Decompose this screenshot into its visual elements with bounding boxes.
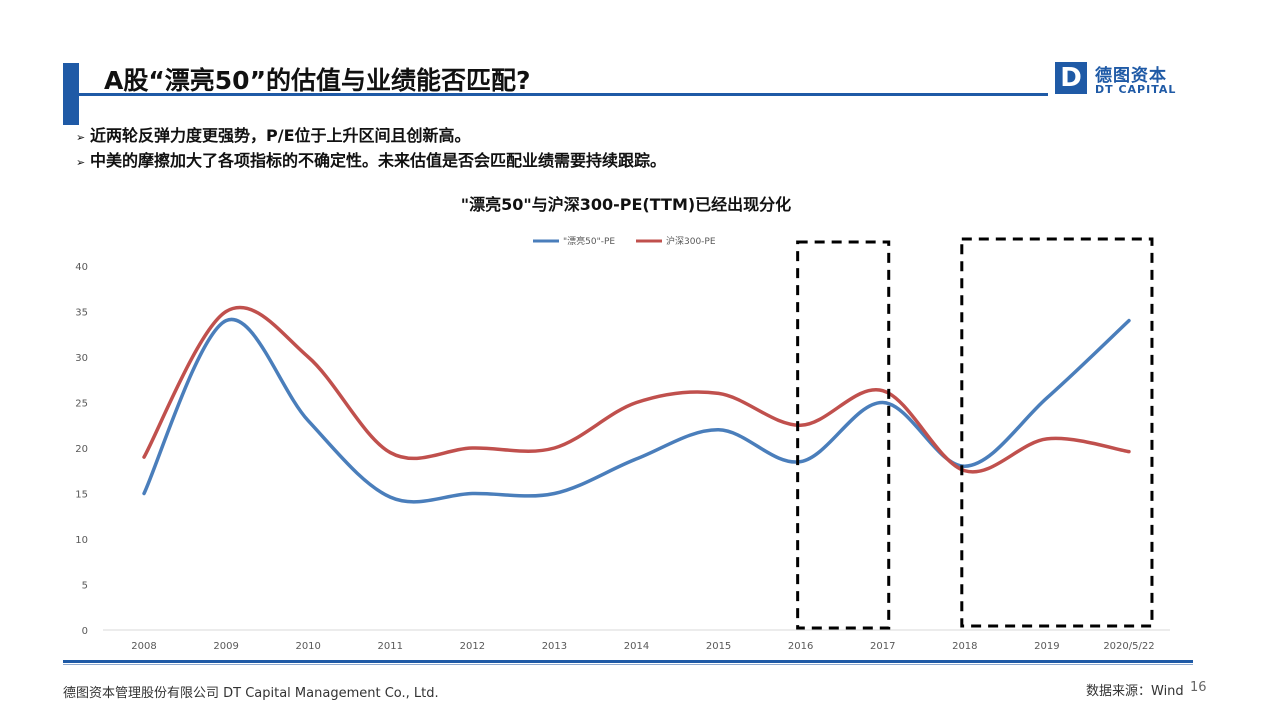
legend-label: "漂亮50"-PE [563, 235, 615, 247]
bullet-text: 中美的摩擦加大了各项指标的不确定性。未来估值是否会匹配业绩需要持续跟踪。 [90, 151, 667, 170]
x-tick-label: 2011 [378, 641, 403, 652]
bullet-list: ➢ 近两轮反弹力度更强势，P/E位于上升区间且创新高。 ➢ 中美的摩擦加大了各项指标… [76, 124, 666, 174]
y-tick-label: 0 [82, 626, 88, 637]
x-tick-label: 2010 [295, 641, 320, 652]
arrow-bullet-icon: ➢ [76, 131, 86, 144]
legend-label: 沪深300-PE [666, 235, 716, 247]
bullet-item: ➢ 中美的摩擦加大了各项指标的不确定性。未来估值是否会匹配业绩需要持续跟踪。 [76, 149, 666, 174]
x-tick-label: 2017 [870, 641, 895, 652]
series-line-1 [142, 305, 1131, 474]
title-accent-bar [63, 63, 79, 125]
x-tick-label: 2013 [542, 641, 567, 652]
chart-annotations [796, 237, 1154, 630]
page-title: A股“漂亮50”的估值与业绩能否匹配? [104, 66, 531, 95]
y-tick-label: 20 [75, 444, 88, 455]
x-tick-label: 2020/5/22 [1103, 641, 1154, 652]
x-tick-label: 2012 [460, 641, 485, 652]
chart-axes: 0 5 10 15 20 25 30 35 40 2008 2009 2010 2011 2012 2013… [75, 262, 1170, 652]
bullet-item: ➢ 近两轮反弹力度更强势，P/E位于上升区间且创新高。 [76, 124, 666, 149]
series-line-0 [142, 317, 1131, 504]
x-tick-label: 2018 [952, 641, 977, 652]
y-tick-label: 25 [75, 399, 88, 410]
y-tick-label: 40 [75, 262, 88, 273]
title-underline [78, 93, 1048, 96]
arrow-bullet-icon: ➢ [76, 156, 86, 169]
highlight-box [960, 237, 1154, 628]
x-tick-label: 2015 [706, 641, 731, 652]
logo-mark-icon: D [1055, 62, 1087, 94]
chart-legend: "漂亮50"-PE 沪深300-PE [533, 235, 716, 247]
x-tick-label: 2016 [788, 641, 813, 652]
page-number: 16 [1190, 680, 1207, 695]
y-tick-label: 10 [75, 535, 88, 546]
x-tick-label: 2008 [131, 641, 156, 652]
x-tick-label: 2014 [624, 641, 649, 652]
chart-series [142, 305, 1131, 504]
highlight-box [796, 240, 891, 630]
y-tick-label: 30 [75, 353, 88, 364]
y-tick-label: 5 [82, 581, 88, 592]
footer-rule-thin [63, 664, 1193, 665]
y-tick-label: 35 [75, 308, 88, 319]
footer-source: 数据来源：Wind [1086, 684, 1184, 699]
footer-rule [63, 660, 1193, 663]
logo-name-en: DT CAPITAL [1095, 83, 1177, 96]
chart-title: "漂亮50"与沪深300-PE(TTM)已经出现分化 [461, 195, 791, 214]
x-tick-label: 2019 [1034, 641, 1059, 652]
bullet-text: 近两轮反弹力度更强势，P/E位于上升区间且创新高。 [90, 126, 471, 145]
logo-name-cn: 德图资本 [1095, 66, 1167, 86]
company-logo: D 德图资本 DT CAPITAL [1055, 62, 1185, 98]
x-tick-label: 2009 [213, 641, 238, 652]
footer-company: 德图资本管理股份有限公司 DT Capital Management Co., … [63, 686, 439, 701]
y-tick-label: 15 [75, 490, 88, 501]
